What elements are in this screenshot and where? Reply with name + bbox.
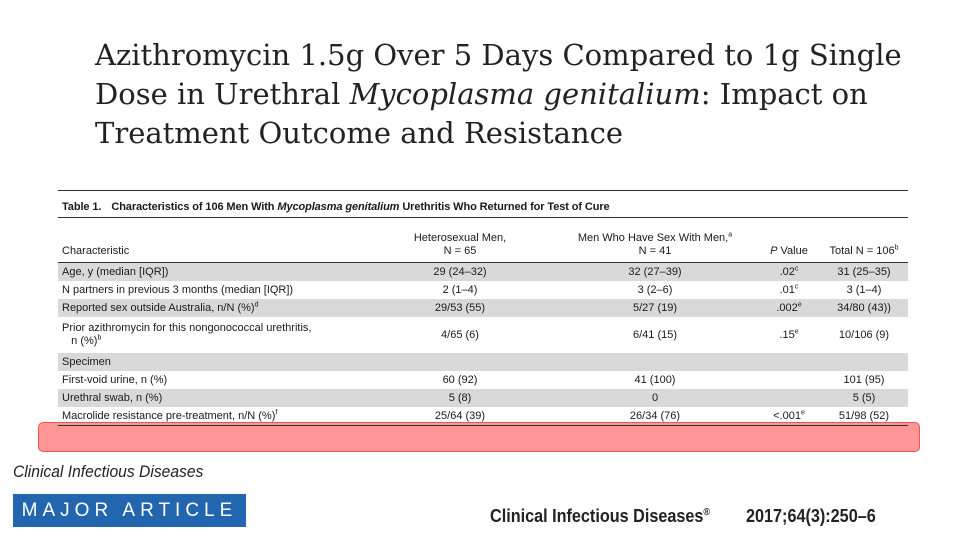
table-caption: Table 1. Characteristics of 106 Men With … (58, 191, 908, 217)
table-header-row: Characteristic Heterosexual Men, N = 65 M… (58, 218, 908, 263)
cell-p: .002e (758, 299, 820, 317)
table-row: Specimen (58, 353, 908, 371)
cell-p: .15e (779, 327, 799, 341)
cell-msm: 5/27 (19) (552, 299, 758, 317)
table-number: Table 1. (62, 201, 102, 213)
row-label: Specimen (58, 353, 368, 371)
cell-p: <.001e (758, 407, 820, 426)
cell-p (758, 353, 820, 371)
cell-msm: 0 (552, 389, 758, 407)
cell-total: 101 (95) (843, 373, 885, 386)
col-header-total: Total N = 106b (820, 218, 908, 263)
caption-text-2: Urethritis Who Returned for Test of Cure (399, 201, 610, 213)
cell-hetero: 29/53 (55) (368, 299, 552, 317)
cell-hetero: 4/65 (6) (441, 328, 479, 341)
citation-journal: Clinical Infectious Diseases (490, 506, 704, 526)
col-header-hetero: Heterosexual Men, N = 65 (368, 218, 552, 263)
title-text-1: Azithromycin 1.5g Over 5 Days Compared t… (95, 38, 902, 111)
row-label: Macrolide resistance pre-treatment, n/N … (58, 407, 368, 426)
cell-total (820, 353, 908, 371)
citation-reference: 2017;64(3):250–6 (746, 506, 876, 526)
table-row-macrolide: Macrolide resistance pre-treatment, n/N … (58, 407, 908, 426)
cell-p: .01c (779, 282, 799, 296)
col-header-p-value: P Value (758, 218, 820, 263)
characteristics-table: Characteristic Heterosexual Men, N = 65 M… (58, 218, 908, 426)
cell-msm: 26/34 (76) (552, 407, 758, 426)
cell-total: 5 (5) (820, 389, 908, 407)
cell-hetero: 25/64 (39) (368, 407, 552, 426)
cell-p (758, 371, 820, 389)
table-row: Prior azithromycin for this nongonococca… (58, 317, 908, 353)
caption-text-1: Characteristics of 106 Men With (111, 201, 278, 213)
row-label: Reported sex outside Australia, n/N (%)d (58, 299, 368, 317)
row-label: Age, y (median [IQR]) (58, 262, 368, 281)
cell-msm: 41 (100) (634, 373, 676, 386)
table-top-rule (58, 190, 908, 191)
row-label: N partners in previous 3 months (median … (62, 283, 294, 296)
journal-name-italic: Clinical Infectious Diseases (13, 462, 204, 481)
table-row: First-void urine, n (%) 60 (92) 41 (100)… (58, 371, 908, 389)
cell-hetero: 60 (92) (442, 373, 478, 386)
slide-title: Azithromycin 1.5g Over 5 Days Compared t… (95, 36, 915, 153)
cell-total: 31 (25–35) (820, 262, 908, 281)
cell-msm: 3 (2–6) (637, 283, 673, 296)
cell-hetero: 2 (1–4) (442, 283, 478, 296)
cell-total: 10/106 (9) (838, 328, 890, 341)
cell-msm: 6/41 (15) (632, 328, 678, 341)
cell-p: .02c (758, 262, 820, 281)
cell-msm: 32 (27–39) (552, 262, 758, 281)
col-header-characteristic: Characteristic (58, 218, 368, 263)
table-1: Table 1. Characteristics of 106 Men With … (58, 190, 908, 426)
cell-hetero: 5 (8) (368, 389, 552, 407)
row-label: First-void urine, n (%) (62, 373, 168, 386)
table-row: Reported sex outside Australia, n/N (%)d… (58, 299, 908, 317)
cell-total: 34/80 (43)) (820, 299, 908, 317)
table-row: Age, y (median [IQR]) 29 (24–32) 32 (27–… (58, 262, 908, 281)
major-article-badge: MAJOR ARTICLE (13, 494, 246, 527)
cell-total: 3 (1–4) (846, 283, 882, 296)
cell-p (758, 389, 820, 407)
title-text-2: : Impact on Treatment Outcome and Resist… (95, 77, 868, 150)
cell-msm (552, 353, 758, 371)
table-row: Urethral swab, n (%) 5 (8) 0 5 (5) (58, 389, 908, 407)
highlight-box (38, 422, 920, 452)
registered-mark: ® (703, 507, 711, 518)
table-row: N partners in previous 3 months (median … (58, 281, 908, 299)
row-label: Urethral swab, n (%) (58, 389, 368, 407)
cell-hetero (368, 353, 552, 371)
caption-italic: Mycoplasma genitalium (277, 201, 400, 213)
cell-hetero: 29 (24–32) (368, 262, 552, 281)
col-header-msm: Men Who Have Sex With Men,a N = 41 (552, 218, 758, 263)
row-label: Prior azithromycin for this nongonococca… (62, 322, 312, 347)
caption-rule (58, 217, 908, 218)
cell-total: 51/98 (52) (820, 407, 908, 426)
title-italic: Mycoplasma genitalium (349, 77, 701, 111)
citation: Clinical Infectious Diseases® 2017;64(3):… (490, 506, 876, 527)
